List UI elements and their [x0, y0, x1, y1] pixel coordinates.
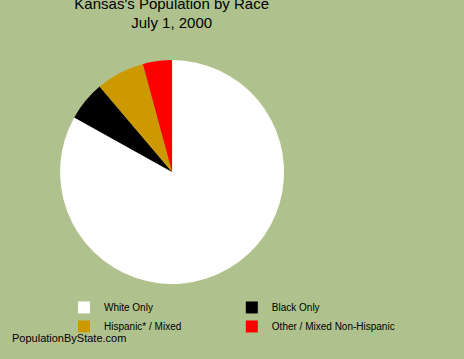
svg-text:Other / Mixed Non-Hispanic: Other / Mixed Non-Hispanic	[272, 321, 395, 332]
svg-text:White Only: White Only	[104, 302, 153, 313]
svg-text:Hispanic* / Mixed: Hispanic* / Mixed	[104, 321, 181, 332]
svg-text:Black Only: Black Only	[272, 302, 320, 313]
svg-text:Kansas's Population by RaceJul: Kansas's Population by RaceJuly 1, 2000	[74, 0, 269, 31]
svg-text:PopulationByState.com: PopulationByState.com	[12, 332, 126, 344]
